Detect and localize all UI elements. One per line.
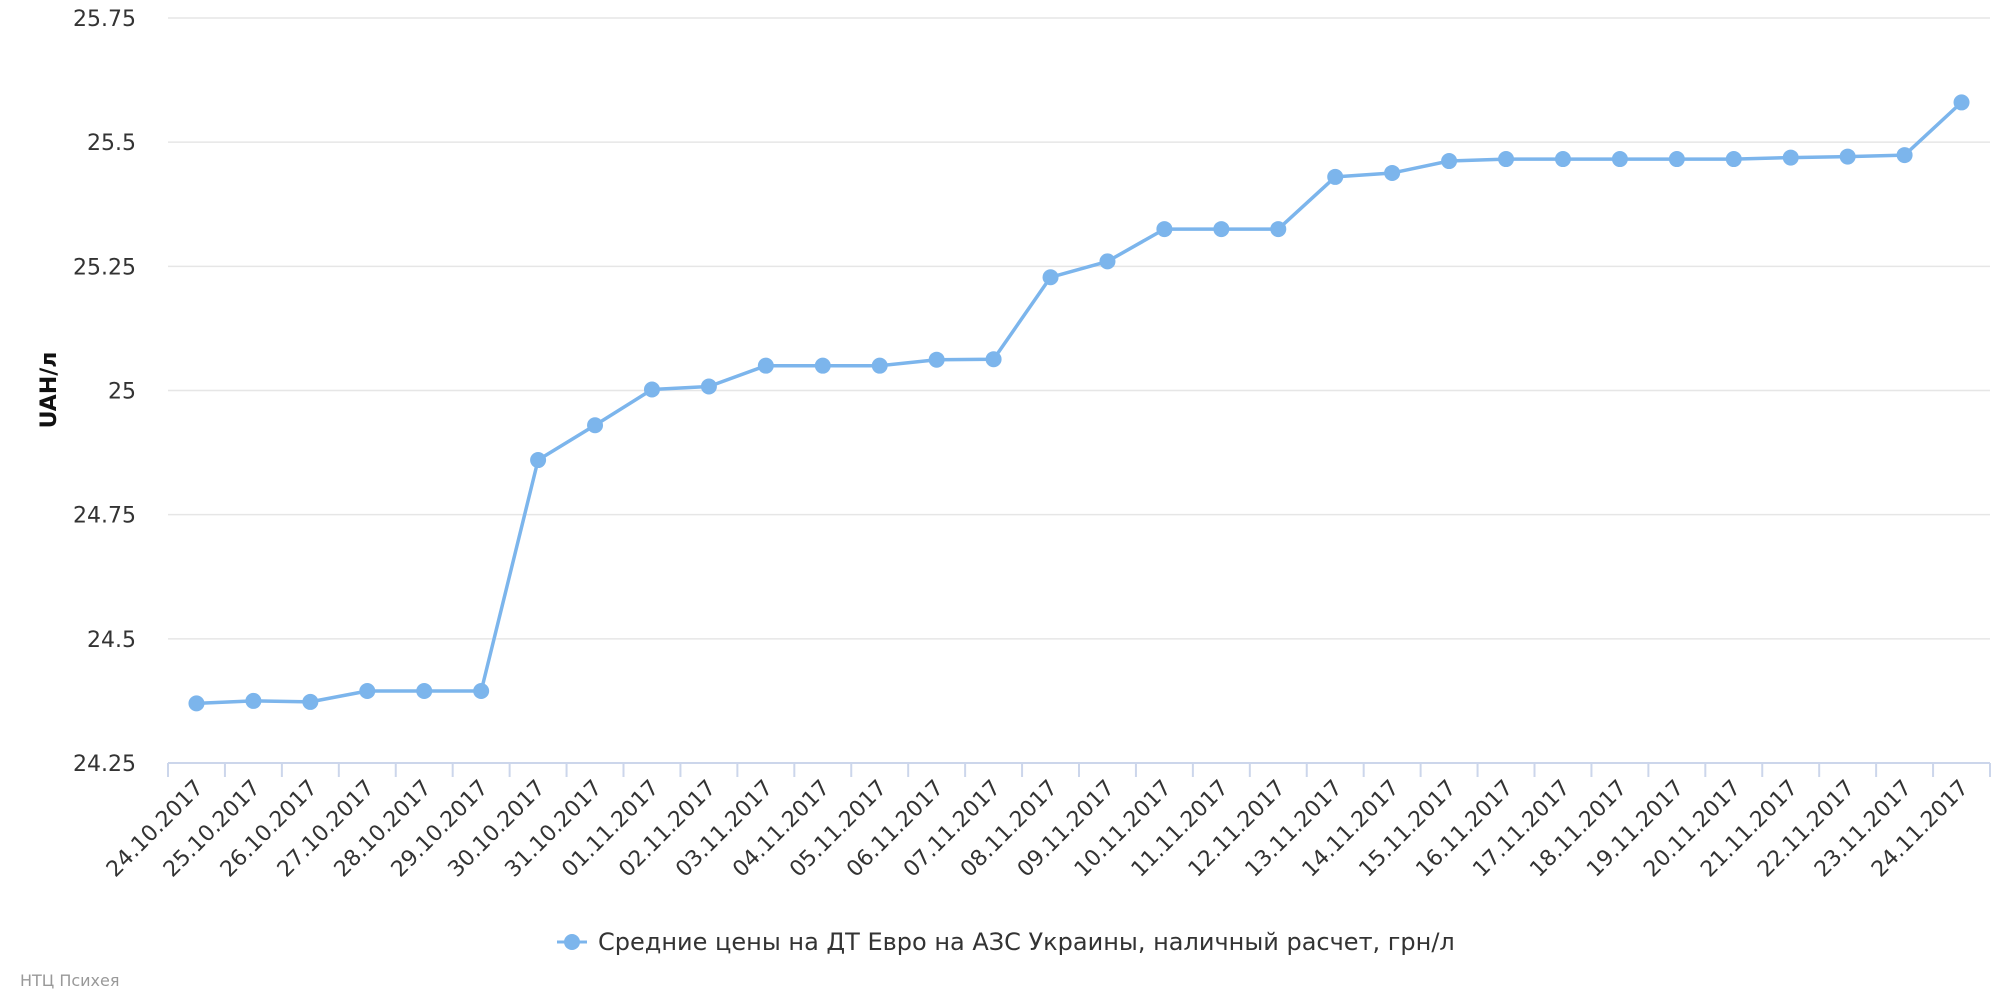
data-point[interactable] [1839, 148, 1856, 165]
data-point[interactable] [1782, 149, 1799, 166]
data-point[interactable] [1668, 151, 1685, 168]
y-tick-label: 25.25 [73, 255, 136, 280]
data-point[interactable] [1384, 164, 1401, 181]
data-point[interactable] [359, 682, 376, 699]
legend[interactable]: Средние цены на ДТ Евро на АЗС Украины, … [557, 928, 1455, 956]
legend-marker-icon [564, 934, 580, 950]
series-points [188, 94, 1970, 712]
data-point[interactable] [1953, 94, 1970, 111]
data-point[interactable] [530, 452, 547, 469]
y-axis-labels: 24.25 24.5 24.75 25 25.25 25.5 25.75 [73, 7, 136, 777]
data-point[interactable] [188, 695, 205, 712]
y-tick-label: 25.75 [73, 7, 136, 32]
credit-text[interactable]: НТЦ Психея [20, 971, 119, 990]
data-point[interactable] [1156, 221, 1173, 238]
y-axis-title: UAH/л [37, 352, 62, 429]
data-point[interactable] [1099, 253, 1116, 270]
data-point[interactable] [757, 357, 774, 374]
x-axis-labels: 24.10.201725.10.201726.10.201727.10.2017… [102, 776, 1974, 883]
y-tick-label: 24.75 [73, 504, 136, 529]
data-point[interactable] [1270, 221, 1287, 238]
x-tick-label: 24.10.2017 [102, 776, 209, 883]
data-point[interactable] [643, 381, 660, 398]
series-line [194, 100, 1964, 706]
data-point[interactable] [1554, 151, 1571, 168]
data-point[interactable] [302, 693, 319, 710]
data-point[interactable] [814, 357, 831, 374]
data-point[interactable] [473, 682, 490, 699]
data-point[interactable] [245, 692, 262, 709]
y-tick-label: 24.25 [73, 752, 136, 777]
data-point[interactable] [1611, 151, 1628, 168]
gridlines [168, 17, 1990, 640]
y-tick-label: 25 [108, 380, 136, 405]
y-tick-label: 25.5 [87, 131, 136, 156]
series-line-path [194, 100, 1964, 706]
data-point[interactable] [1213, 221, 1230, 238]
legend-label: Средние цены на ДТ Евро на АЗС Украины, … [598, 928, 1455, 956]
data-point[interactable] [1042, 269, 1059, 286]
data-point[interactable] [871, 357, 888, 374]
y-tick-label: 24.5 [87, 628, 136, 653]
data-point[interactable] [1441, 153, 1458, 170]
x-axis [167, 762, 1991, 777]
data-point[interactable] [1896, 147, 1913, 164]
data-point[interactable] [928, 351, 945, 368]
data-point[interactable] [416, 682, 433, 699]
data-point[interactable] [985, 351, 1002, 368]
data-point[interactable] [1327, 168, 1344, 185]
data-point[interactable] [1498, 151, 1515, 168]
data-point[interactable] [587, 417, 604, 434]
data-point[interactable] [1725, 151, 1742, 168]
data-point[interactable] [700, 378, 717, 395]
